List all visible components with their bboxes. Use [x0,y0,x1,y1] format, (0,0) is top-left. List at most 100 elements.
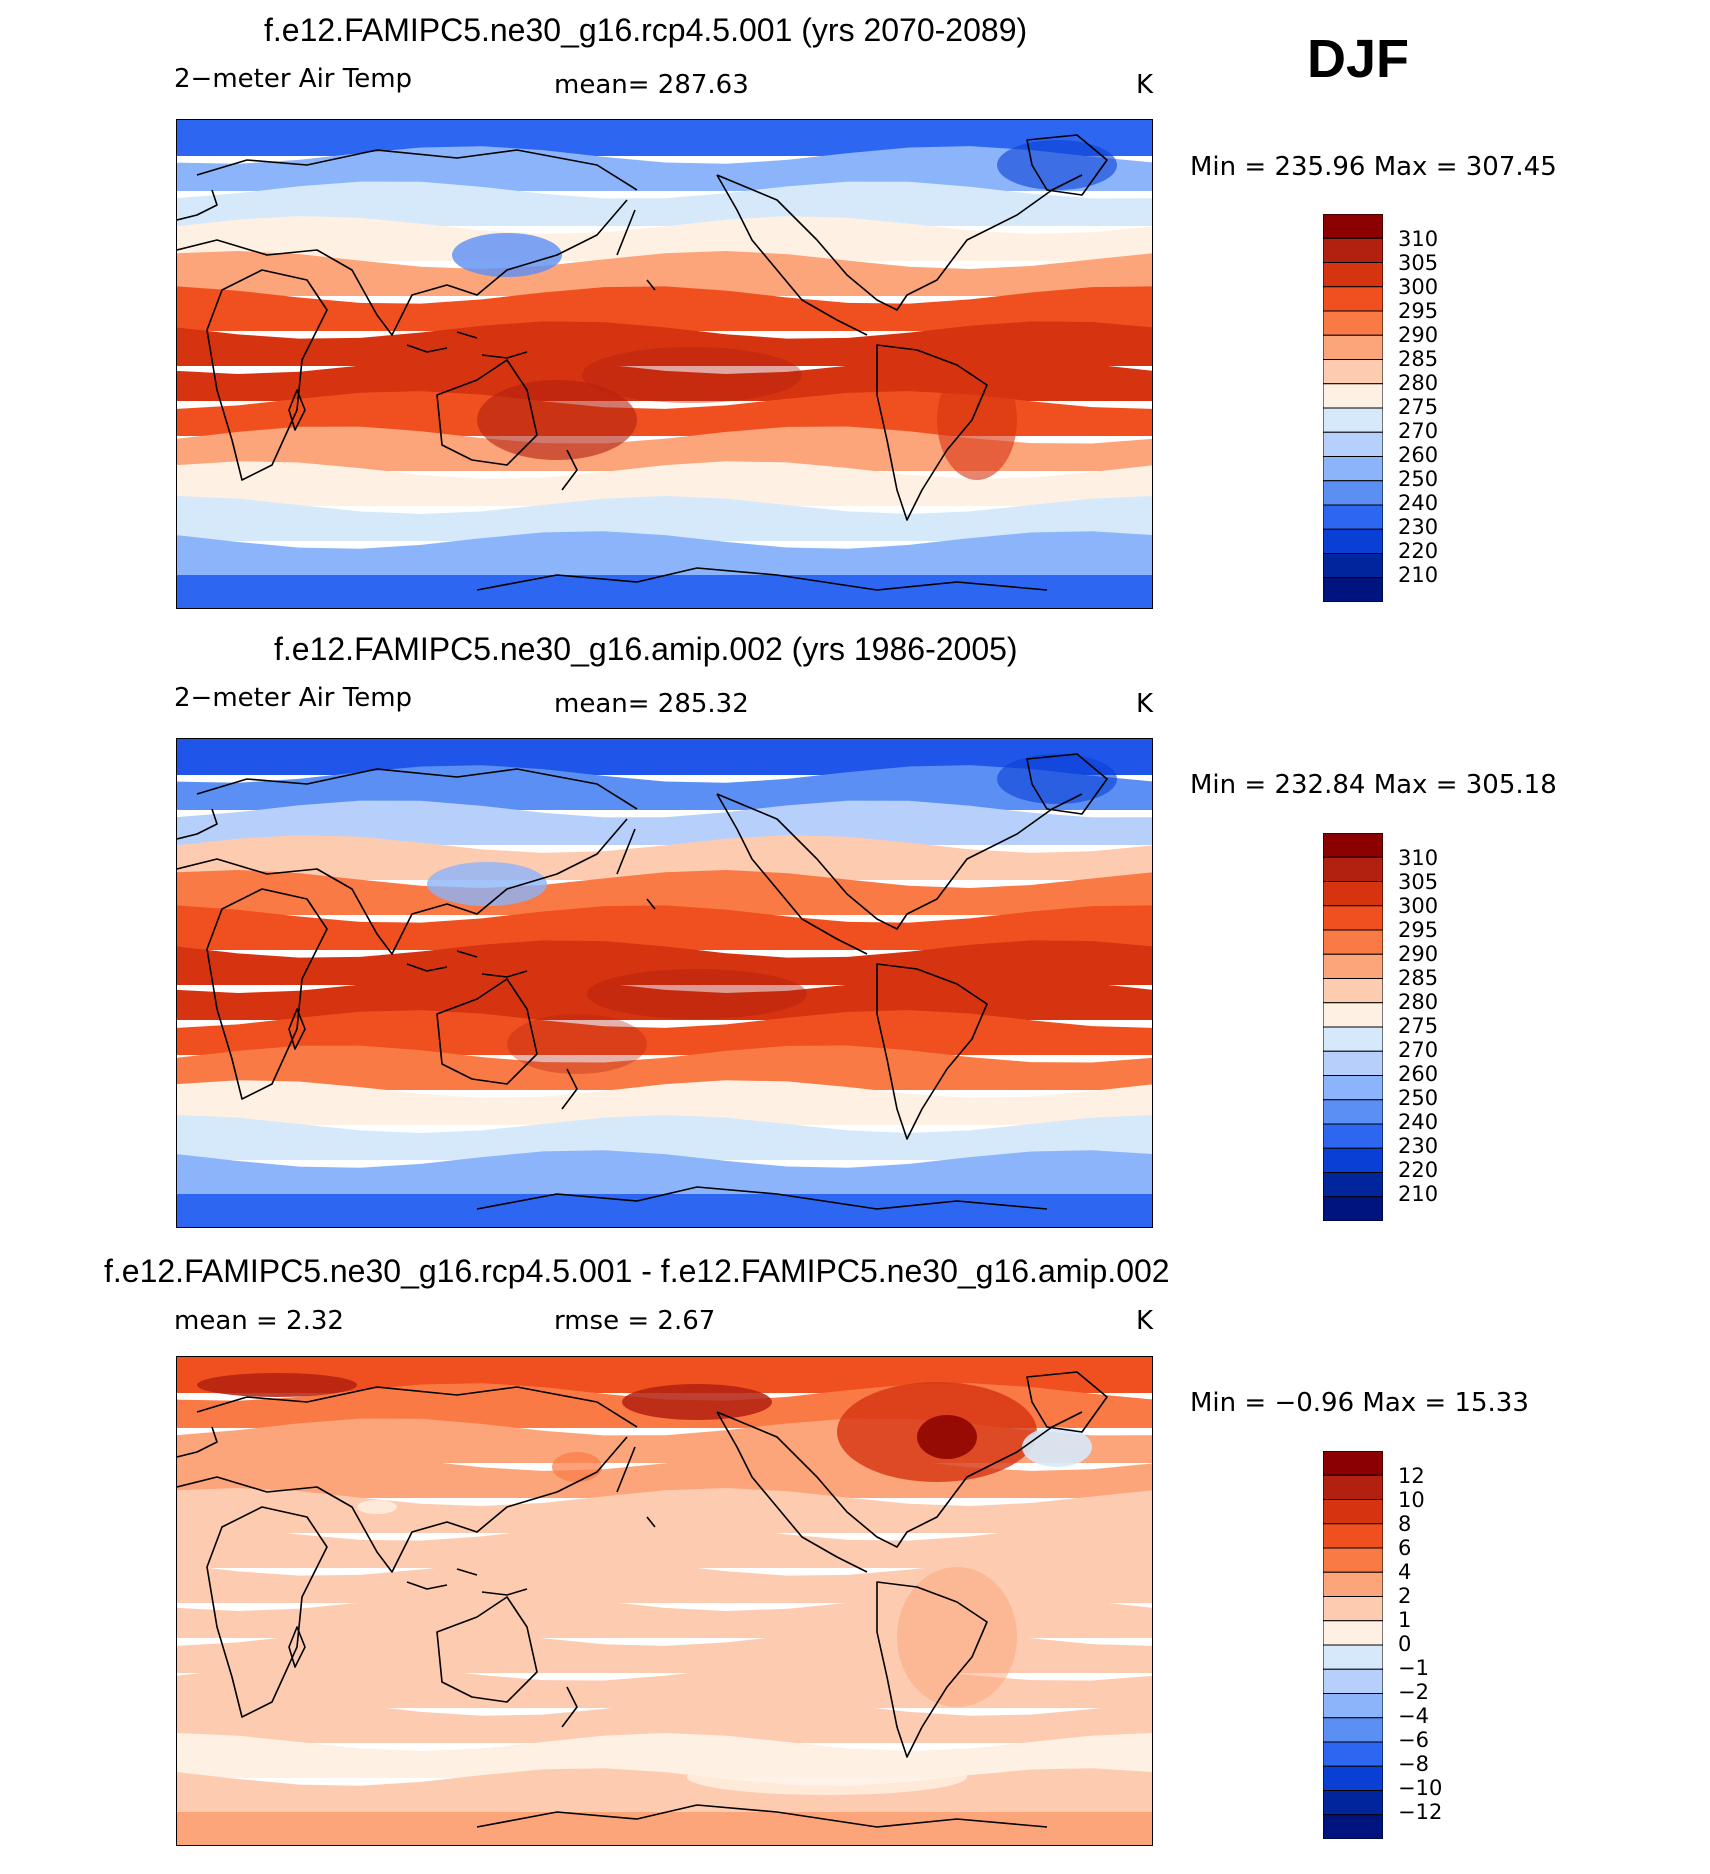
colorbar-swatch [1323,953,1383,979]
coastline [177,199,628,336]
colorbar-swatch [1323,1523,1383,1549]
coastline [206,1506,328,1718]
panel-3-tick: 8 [1398,1512,1412,1536]
coastline [476,567,1048,591]
field-band [177,1357,1152,1393]
field-band [177,870,1152,915]
panel-3-tick: 2 [1398,1584,1412,1608]
panel-3-colorbar [1323,1451,1383,1839]
panel-2-tick: 285 [1398,966,1439,990]
coastline [436,978,538,1085]
panel-1-map [176,119,1153,609]
colorbar-swatch [1323,310,1383,336]
colorbar-swatch [1323,1765,1383,1791]
coastline [716,793,1083,930]
panel-1-colorbar [1323,214,1383,602]
panel-2-map [176,738,1153,1228]
panel-1-tick: 295 [1398,299,1439,323]
colorbar-swatch [1323,1644,1383,1670]
field-band [177,1768,1152,1813]
panel-1-mean-label: mean= 287.63 [554,70,749,100]
field-band [177,835,1152,880]
panel-1-tick: 285 [1398,347,1439,371]
panel-1-variable-label: 2−meter Air Temp [174,64,413,94]
coastline [616,828,656,910]
field-band [177,1523,1152,1568]
colorbar-swatch [1323,359,1383,385]
field-band [177,216,1152,261]
panel-2-tick: 305 [1398,870,1439,894]
field-band [177,940,1152,985]
field-band [177,146,1152,191]
panel-2-tick: 290 [1398,942,1439,966]
field-band [177,1812,1152,1845]
coastline [436,1596,538,1703]
panel-1-tick: 300 [1398,275,1439,299]
panel-2-regional-features [427,754,1117,1074]
colorbar-swatch [1323,480,1383,506]
colorbar-swatch [1323,383,1383,409]
field-band [177,975,1152,1020]
panel-3-tick: 6 [1398,1536,1412,1560]
colorbar-swatch [1323,833,1383,858]
field-band [177,905,1152,950]
colorbar-swatch [1323,905,1383,931]
panel-3-units-label: K [1136,1306,1154,1336]
field-band [177,739,1152,775]
panel-3-tick: 10 [1398,1488,1425,1512]
coastline [196,1386,638,1428]
field-band [177,181,1152,226]
panel-1-tick: 305 [1398,251,1439,275]
field-band [177,800,1152,845]
coastline [177,808,218,840]
panel-3-title: f.e12.FAMIPC5.ne30_g16.rcp4.5.001 - f.e1… [104,1253,1170,1289]
panel-3-colorbar-svg [1323,1451,1383,1839]
coastline [561,449,578,491]
coastline [1026,134,1108,196]
field-band [177,1488,1152,1533]
colorbar-swatch [1323,237,1383,263]
field-band [177,1045,1152,1090]
field-band [177,765,1152,810]
panel-2-coastlines [177,753,1108,1210]
panel-1-tick: 210 [1398,563,1439,587]
panel-3-rmse-label: rmse = 2.67 [554,1306,716,1336]
panel-3-map [176,1356,1153,1846]
panel-2-mean-label: mean= 285.32 [554,689,749,719]
field-band [177,391,1152,436]
panel-1-minmax-label: Min = 235.96 Max = 307.45 [1190,152,1557,182]
colorbar-swatch [1323,1099,1383,1125]
colorbar-swatch [1323,881,1383,907]
panel-3-tick: −4 [1398,1704,1429,1728]
coastline [476,1186,1048,1210]
panel-2-variable-label: 2−meter Air Temp [174,683,413,713]
coastline [177,818,628,955]
season-label: DJF [1307,29,1410,89]
panel-2-tick: 220 [1398,1158,1439,1182]
panel-1-title: f.e12.FAMIPC5.ne30_g16.rcp4.5.001 (yrs 2… [264,12,1028,48]
colorbar-swatch [1323,1547,1383,1573]
colorbar-swatch [1323,929,1383,955]
panel-2-tick: 240 [1398,1110,1439,1134]
panel-3-tick: 0 [1398,1632,1412,1656]
colorbar-swatch [1323,528,1383,554]
coastline [436,359,538,466]
panel-1-tick: 310 [1398,227,1439,251]
coastline [288,389,306,431]
coastline [196,768,638,810]
panel-3-tick: −1 [1398,1656,1429,1680]
field-band [177,120,1152,156]
colorbar-swatch [1323,856,1383,882]
panel-3-tick: −12 [1398,1800,1443,1824]
field-band [177,496,1152,541]
panel-3-tick: −2 [1398,1680,1429,1704]
panel-1-tick: 260 [1398,443,1439,467]
panel-2-tick: 310 [1398,846,1439,870]
panel-1-coastlines [177,134,1108,591]
coastline [1026,1371,1108,1433]
colorbar-swatch [1323,1814,1383,1839]
colorbar-swatch [1323,456,1383,482]
panel-1-tick: 270 [1398,419,1439,443]
panel-2-tick: 295 [1398,918,1439,942]
coastline [616,209,656,291]
